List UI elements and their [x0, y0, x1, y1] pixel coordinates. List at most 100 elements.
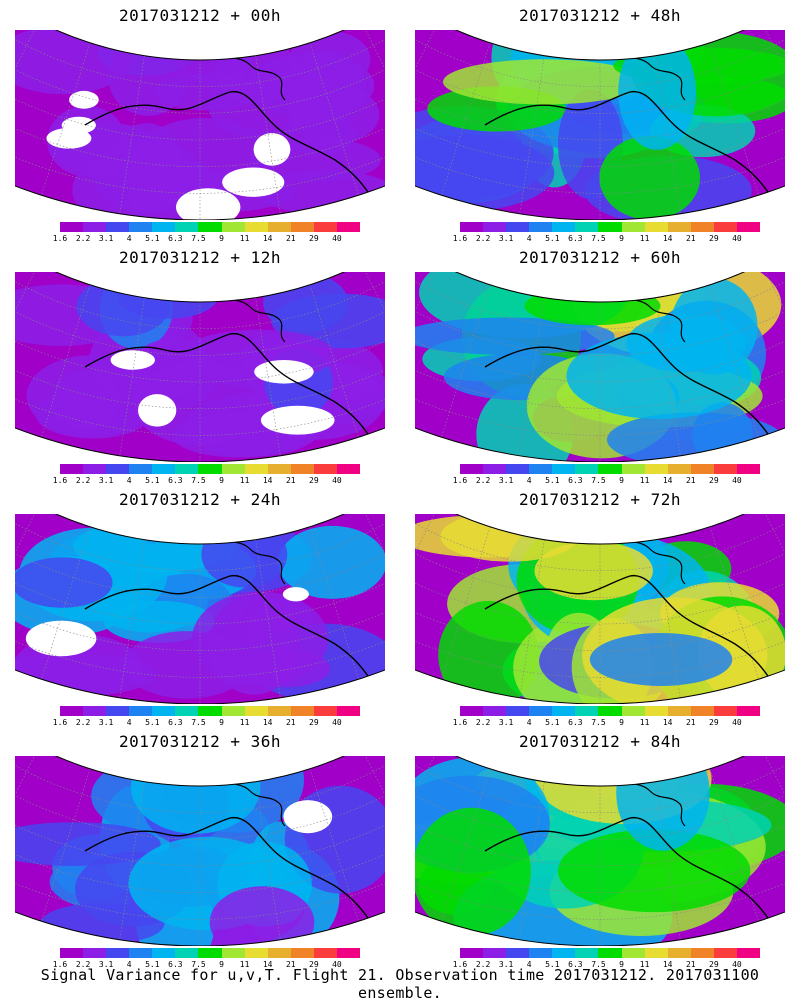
colorbar-label: 21 — [685, 234, 696, 243]
variance-blob — [117, 273, 219, 319]
variance-blob — [192, 591, 329, 686]
colorbar-swatch — [83, 706, 107, 716]
colorbar-label: 1.6 — [52, 476, 68, 485]
colorbar-label: 9 — [619, 960, 624, 969]
longitude-line — [119, 539, 145, 698]
longitude-line — [309, 768, 359, 922]
coastline — [484, 333, 771, 438]
colorbar-label: 2.2 — [75, 960, 91, 969]
longitude-line — [309, 42, 359, 196]
colorbar-label: 4 — [126, 960, 132, 969]
colorbar-label: 1.6 — [452, 234, 468, 243]
colorbar-swatch — [552, 222, 576, 232]
colorbar-labels: 1.6 2.2 3.1 4 5.1 6.3 7.5 9 11 14 21 29 40 — [53, 234, 360, 244]
colorbar-swatch — [460, 948, 484, 958]
colorbar — [460, 464, 761, 474]
colorbar-swatch — [244, 948, 268, 958]
colorbar-swatch — [313, 222, 337, 232]
colorbar-swatch — [598, 222, 622, 232]
colorbar-labels: 1.6 2.2 3.1 4 5.1 6.3 7.5 9 11 14 21 29 40 — [453, 718, 760, 728]
colorbar-label: 11 — [239, 718, 250, 727]
variance-blob — [557, 829, 751, 913]
missing-data-region — [110, 350, 155, 370]
variance-map — [415, 514, 785, 704]
colorbar-label: 9 — [619, 476, 624, 485]
variance-blob — [618, 34, 697, 150]
colorbar-swatch — [129, 222, 153, 232]
colorbar-label: 2.2 — [75, 476, 91, 485]
colorbar-swatch — [198, 464, 222, 474]
colorbar-swatch — [621, 464, 645, 474]
panel-title: 2017031212 + 48h — [518, 6, 682, 25]
colorbar-label: 21 — [285, 718, 296, 727]
colorbar-swatch — [152, 948, 176, 958]
latitude-line — [415, 272, 785, 329]
colorbar — [460, 948, 761, 958]
colorbar-label: 7.5 — [191, 476, 206, 485]
longitude-line — [655, 297, 681, 456]
colorbar-label: 5.1 — [545, 234, 560, 243]
colorbar-swatch — [83, 948, 107, 958]
colorbar-label: 4 — [126, 718, 132, 727]
longitude-line — [709, 284, 759, 438]
map-panel: 2017031212 + 60h 1.6 2.2 3.1 4 5.1 6.3 7.5 9 11 14… — [400, 242, 800, 487]
colorbar-label: 4 — [526, 476, 532, 485]
colorbar-swatch — [621, 706, 645, 716]
variance-blob — [415, 317, 615, 355]
colorbar-label: 1.6 — [52, 718, 68, 727]
colorbar — [60, 222, 361, 232]
longitude-line — [519, 539, 545, 698]
variance-map — [415, 272, 785, 462]
variance-blob — [201, 521, 288, 588]
colorbar-label: 3.1 — [98, 960, 114, 969]
colorbar-swatch — [713, 464, 737, 474]
colorbar-label: 14 — [662, 234, 673, 243]
variance-blob — [282, 111, 357, 156]
colorbar-label: 29 — [709, 234, 719, 243]
missing-data-region — [176, 188, 241, 220]
variance-map — [15, 514, 385, 704]
longitude-line — [441, 768, 491, 922]
map-outline — [415, 514, 785, 704]
colorbar-label: 9 — [619, 234, 624, 243]
colorbar-label: 5.1 — [145, 960, 160, 969]
map-outline — [415, 30, 785, 220]
colorbar — [60, 464, 361, 474]
colorbar-label: 9 — [219, 718, 224, 727]
colorbar-swatch — [736, 222, 761, 232]
colorbar-swatch — [529, 706, 553, 716]
missing-data-region — [61, 116, 96, 134]
colorbar-swatch — [336, 464, 361, 474]
longitude-line — [255, 539, 281, 698]
variance-blob — [214, 38, 298, 105]
colorbar-swatch — [175, 706, 199, 716]
colorbar-swatch — [129, 464, 153, 474]
colorbar-swatch — [506, 464, 530, 474]
colorbar-label: 40 — [732, 234, 742, 243]
colorbar-swatch — [198, 222, 222, 232]
colorbar-swatch — [575, 222, 599, 232]
colorbar-swatch — [267, 706, 291, 716]
colorbar-label: 2.2 — [475, 476, 491, 485]
colorbar-label: 14 — [662, 960, 673, 969]
colorbar-swatch — [506, 222, 530, 232]
colorbar-label: 7.5 — [591, 476, 606, 485]
colorbar-label: 7.5 — [191, 234, 206, 243]
colorbar-swatch — [667, 222, 691, 232]
colorbar-swatch — [552, 464, 576, 474]
colorbar-label: 3.1 — [498, 234, 514, 243]
map-outline — [15, 30, 385, 220]
variance-map — [415, 30, 785, 220]
colorbar-label: 9 — [619, 718, 624, 727]
colorbar-label: 11 — [239, 234, 250, 243]
colorbar-swatch — [175, 222, 199, 232]
colorbar-label: 40 — [332, 718, 342, 727]
map-outline — [15, 272, 385, 462]
colorbar-swatch — [313, 706, 337, 716]
colorbar-swatch — [129, 706, 153, 716]
colorbar-swatch — [506, 706, 530, 716]
map-panel: 2017031212 + 00h 1.6 2.2 3.1 4 5.1 6.3 7.5 9 11 14… — [0, 0, 400, 245]
map-panel: 2017031212 + 24h 1.6 2.2 3.1 4 5.1 6.3 7.5 9 11 14… — [0, 484, 400, 729]
colorbar-label: 3.1 — [98, 718, 114, 727]
colorbar-swatch — [483, 706, 507, 716]
